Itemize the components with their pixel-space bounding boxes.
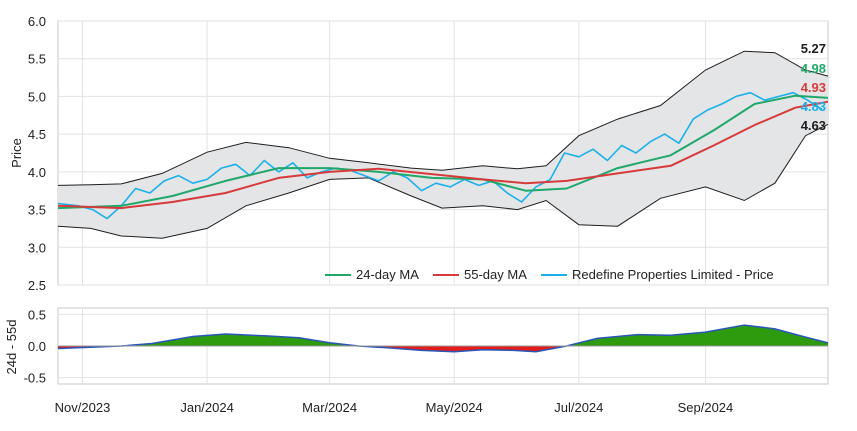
series-line-redefine-properties-limited-price	[57, 91, 823, 220]
price-y-tick-label: 5.5	[28, 52, 46, 67]
diff-y-tick-label: 0.5	[28, 307, 46, 322]
x-tick-label: Jul/2024	[554, 400, 603, 415]
diff-negative-area	[58, 346, 828, 352]
end-value-label: 4.63	[801, 118, 826, 133]
price-y-tick-label: 3.0	[28, 240, 46, 255]
diff-y-tick-label: -0.5	[24, 371, 46, 386]
price-panel: 2.5 3.0 3.5 4.0 4.5 5.0 5.5 6.0 Price 5.27 4.98 4…	[9, 14, 829, 293]
price-y-tick-label: 5.0	[28, 89, 46, 104]
legend-55ma-label: 55-day MA	[464, 267, 527, 282]
envelope-lower-line	[57, 123, 829, 239]
price-y-tick-label: 4.0	[28, 165, 46, 180]
x-tick-label: Jan/2024	[180, 400, 234, 415]
x-tick-label: Mar/2024	[302, 400, 357, 415]
diff-y-tick-label: 0.0	[28, 339, 46, 354]
end-value-label: 4.83	[801, 99, 826, 114]
diff-y-tick-labels: -0.5 0.0 0.5	[24, 307, 46, 385]
x-tick-label: Nov/2023	[55, 400, 111, 415]
diff-panel: -0.5 0.0 0.5 24d - 55d Nov/2023 Jan/2024 Mar…	[4, 307, 829, 415]
diff-y-axis-label: 24d - 55d	[4, 320, 19, 375]
x-tick-label: May/2024	[426, 400, 483, 415]
end-value-label: 4.93	[801, 80, 826, 95]
end-value-labels: 5.27 4.98 4.93 4.83 4.63	[801, 41, 826, 133]
diff-line	[57, 324, 829, 353]
price-y-tick-label: 3.5	[28, 203, 46, 218]
price-y-axis-label: Price	[9, 138, 24, 168]
legend: 24-day MA 55-day MA Redefine Properties …	[325, 267, 774, 282]
price-series-group	[57, 91, 829, 220]
x-tick-labels: Nov/2023 Jan/2024 Mar/2024 May/2024 Jul/2024…	[55, 400, 734, 415]
series-line-55-day-ma	[57, 100, 829, 210]
end-value-label: 4.98	[801, 61, 826, 76]
diff-area-group	[57, 324, 829, 353]
legend-price-label: Redefine Properties Limited - Price	[572, 267, 774, 282]
price-y-tick-label: 2.5	[28, 278, 46, 293]
legend-24ma-label: 24-day MA	[356, 267, 419, 282]
envelope-band	[58, 51, 828, 239]
price-y-tick-label: 6.0	[28, 14, 46, 29]
envelope-upper-line	[57, 50, 829, 186]
diff-positive-area	[58, 325, 828, 346]
end-value-label: 5.27	[801, 41, 826, 56]
x-tick-label: Sep/2024	[678, 400, 734, 415]
price-y-tick-label: 4.5	[28, 127, 46, 142]
price-y-tick-labels: 2.5 3.0 3.5 4.0 4.5 5.0 5.5 6.0	[28, 14, 46, 293]
